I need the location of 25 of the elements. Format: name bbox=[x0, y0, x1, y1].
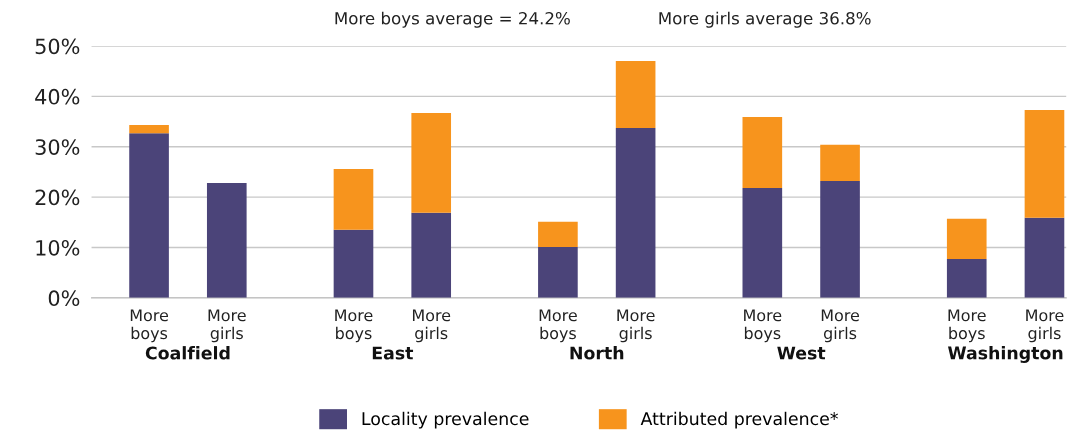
y-tick-label: 50% bbox=[35, 38, 80, 55]
text: West bbox=[777, 346, 826, 360]
legend-label: Attributed prevalence* bbox=[640, 411, 839, 429]
text: More boys average = 24.2% bbox=[335, 11, 570, 28]
x-tick-label: More girls bbox=[821, 309, 859, 343]
y-tick-label: 40% bbox=[35, 88, 80, 105]
y-tick-label: 0% bbox=[48, 290, 80, 307]
legend-label: Locality prevalence bbox=[362, 411, 529, 429]
text: Coalfield bbox=[145, 346, 230, 360]
text: Washington bbox=[948, 346, 1063, 363]
x-tick-label: More boys bbox=[335, 309, 373, 343]
text: East bbox=[372, 346, 414, 360]
x-tick-label: More boys bbox=[744, 309, 782, 343]
x-tick-label: More girls bbox=[412, 309, 451, 343]
x-tick-label: More boys bbox=[948, 309, 986, 343]
text: More girls average 36.8% bbox=[659, 11, 871, 28]
text: North bbox=[570, 346, 624, 360]
x-tick-label: More boys bbox=[130, 309, 168, 343]
x-tick-label: More girls bbox=[617, 309, 655, 343]
x-tick-label: More boys bbox=[539, 309, 577, 343]
x-tick-label: More girls bbox=[208, 309, 246, 343]
y-tick-label: 10% bbox=[36, 239, 80, 256]
y-tick-label: 20% bbox=[35, 189, 80, 206]
y-tick-label: 30% bbox=[35, 139, 80, 155]
x-tick-label: More girls bbox=[1026, 309, 1064, 343]
